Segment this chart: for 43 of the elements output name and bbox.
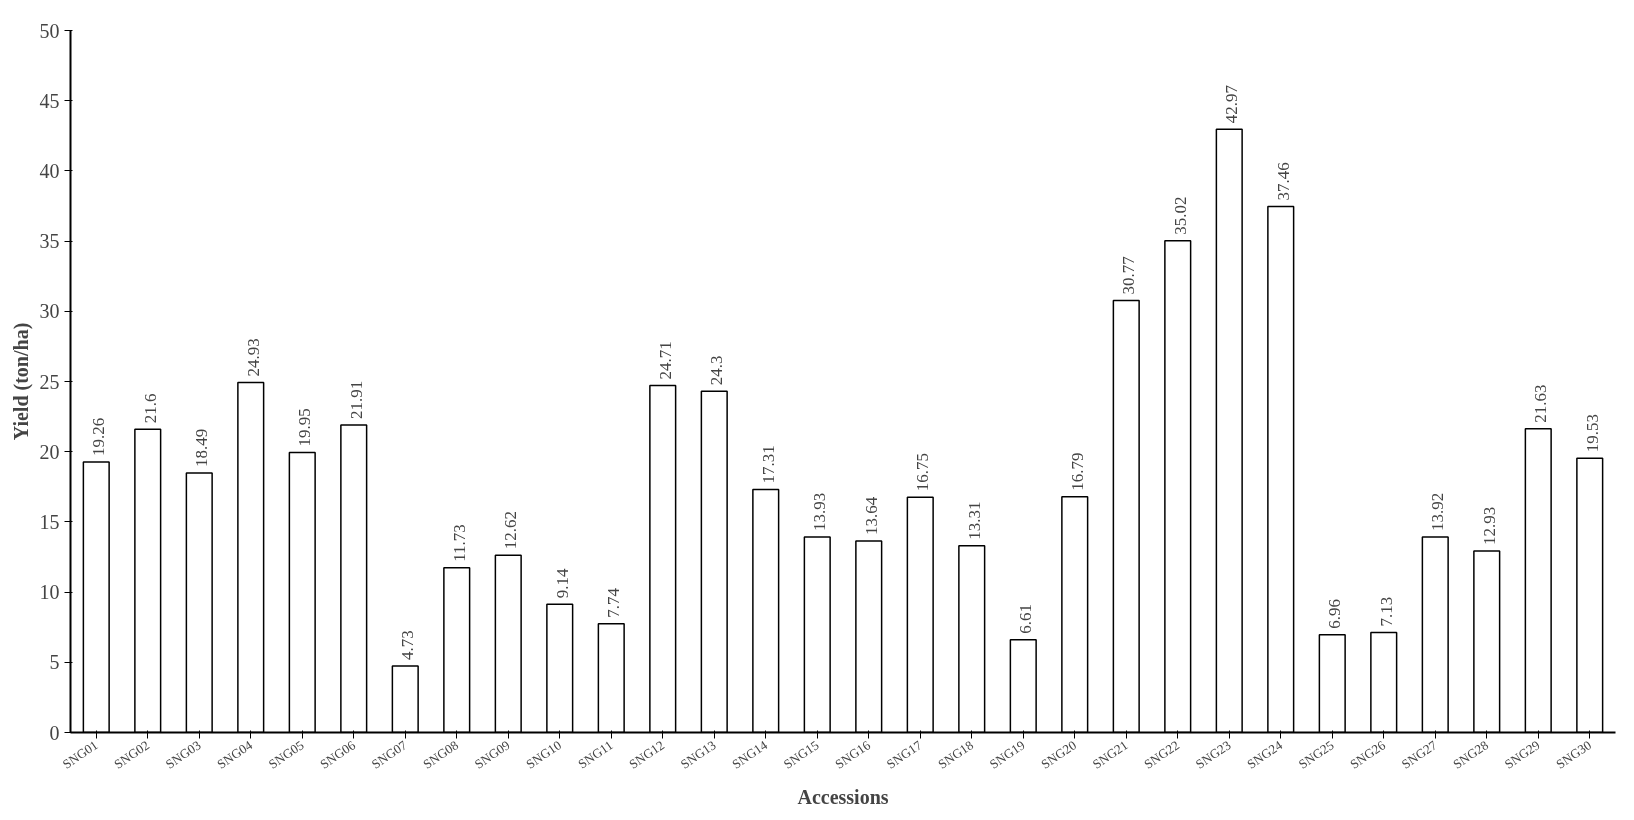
data-label: 16.75 <box>913 453 933 492</box>
data-label: 19.26 <box>89 417 109 457</box>
data-label: 6.96 <box>1325 599 1345 629</box>
data-label: 9.14 <box>552 567 572 599</box>
y-tick-label: 15 <box>39 510 60 533</box>
data-label: 21.63 <box>1531 384 1551 423</box>
data-label: 16.79 <box>1067 452 1087 491</box>
data-label: 24.93 <box>243 338 263 377</box>
data-label: 17.31 <box>758 445 778 484</box>
data-label: 19.53 <box>1582 414 1602 453</box>
data-label: 13.64 <box>861 496 881 535</box>
y-tick-label: 35 <box>39 230 60 253</box>
y-tick-label: 0 <box>49 721 60 744</box>
data-label: 13.31 <box>964 501 984 540</box>
data-label: 21.6 <box>140 393 160 424</box>
data-label: 13.93 <box>810 492 830 531</box>
y-tick-label: 25 <box>39 370 60 393</box>
y-axis-title: Yield (ton/ha) <box>9 322 33 441</box>
data-label: 42.97 <box>1222 84 1242 124</box>
data-label: 7.74 <box>604 587 624 618</box>
data-label: 12.62 <box>501 511 521 550</box>
y-tick-label: 10 <box>39 581 60 604</box>
data-label: 18.49 <box>192 428 212 467</box>
y-tick-label: 50 <box>39 19 60 42</box>
y-tick-label: 45 <box>39 89 60 112</box>
y-tick-label: 40 <box>39 159 60 182</box>
data-label: 11.73 <box>449 524 469 562</box>
data-label: 21.91 <box>346 380 366 419</box>
data-label: 7.13 <box>1376 596 1396 627</box>
y-tick-label: 20 <box>39 440 60 463</box>
data-label: 13.92 <box>1428 492 1448 532</box>
data-label: 24.3 <box>707 355 727 386</box>
data-label: 35.02 <box>1170 196 1190 235</box>
data-label: 24.71 <box>655 341 675 380</box>
x-axis-title: Accessions <box>797 785 889 808</box>
data-label: 12.93 <box>1479 506 1499 545</box>
data-label: 30.77 <box>1119 255 1139 295</box>
data-label: 4.73 <box>398 630 418 661</box>
y-tick-label: 5 <box>49 651 60 674</box>
data-label: 19.95 <box>295 408 315 447</box>
data-label: 6.61 <box>1016 603 1036 634</box>
data-label: 37.46 <box>1273 162 1293 201</box>
y-tick-label: 30 <box>39 300 60 323</box>
